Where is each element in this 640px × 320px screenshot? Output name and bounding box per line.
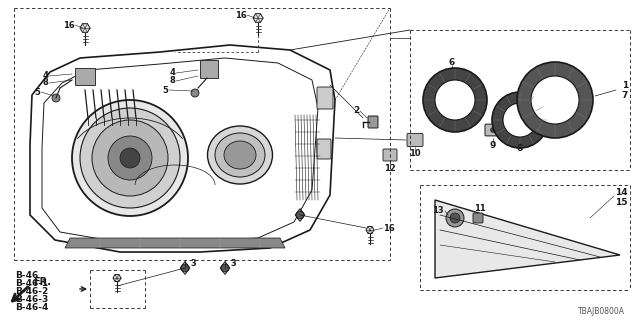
Polygon shape xyxy=(435,200,620,278)
Circle shape xyxy=(72,100,188,216)
FancyBboxPatch shape xyxy=(368,116,378,128)
FancyBboxPatch shape xyxy=(383,149,397,161)
Text: 5: 5 xyxy=(162,85,168,94)
Polygon shape xyxy=(80,24,90,32)
Circle shape xyxy=(191,89,199,97)
Circle shape xyxy=(80,108,180,208)
Text: 2: 2 xyxy=(354,106,360,115)
Circle shape xyxy=(446,209,464,227)
Text: TBAJB0800A: TBAJB0800A xyxy=(578,308,625,316)
Text: 11: 11 xyxy=(474,204,486,212)
Text: 4: 4 xyxy=(169,68,175,76)
FancyBboxPatch shape xyxy=(317,139,331,159)
Text: 6: 6 xyxy=(517,143,523,153)
Text: 8: 8 xyxy=(169,76,175,84)
Text: 3: 3 xyxy=(190,259,196,268)
Text: 13: 13 xyxy=(433,205,444,214)
Text: 6: 6 xyxy=(449,58,455,67)
Text: 14: 14 xyxy=(616,188,628,196)
Text: 10: 10 xyxy=(409,148,421,157)
Circle shape xyxy=(52,94,60,102)
Ellipse shape xyxy=(207,126,273,184)
Circle shape xyxy=(517,62,593,138)
Polygon shape xyxy=(75,68,95,85)
Polygon shape xyxy=(200,60,218,78)
Circle shape xyxy=(490,128,495,132)
Text: 16: 16 xyxy=(383,223,395,233)
Text: 1: 1 xyxy=(621,81,628,90)
Circle shape xyxy=(92,120,168,196)
Circle shape xyxy=(423,68,487,132)
Circle shape xyxy=(296,211,304,219)
Circle shape xyxy=(450,213,460,223)
Text: 12: 12 xyxy=(384,164,396,172)
Polygon shape xyxy=(366,227,374,234)
Text: B-46-1: B-46-1 xyxy=(15,278,48,287)
Text: 15: 15 xyxy=(616,197,628,206)
Polygon shape xyxy=(65,238,285,248)
Text: 16: 16 xyxy=(236,11,247,20)
Circle shape xyxy=(181,264,189,272)
Text: B-46-3: B-46-3 xyxy=(15,294,48,303)
Circle shape xyxy=(531,76,579,124)
FancyBboxPatch shape xyxy=(407,133,423,147)
Text: 5: 5 xyxy=(34,87,40,97)
Ellipse shape xyxy=(215,133,265,177)
Circle shape xyxy=(120,148,140,168)
Ellipse shape xyxy=(224,141,256,169)
Text: 3: 3 xyxy=(230,259,236,268)
Polygon shape xyxy=(253,14,263,22)
Circle shape xyxy=(221,264,229,272)
Text: B-46-2: B-46-2 xyxy=(15,286,48,295)
FancyBboxPatch shape xyxy=(485,124,501,136)
Text: 8: 8 xyxy=(42,77,48,86)
Circle shape xyxy=(435,80,475,120)
Text: B-46: B-46 xyxy=(15,270,38,279)
FancyBboxPatch shape xyxy=(317,87,333,109)
Text: 7: 7 xyxy=(621,91,628,100)
Text: 16: 16 xyxy=(63,20,75,29)
FancyBboxPatch shape xyxy=(473,213,483,223)
Circle shape xyxy=(503,103,537,137)
Text: B-46-4: B-46-4 xyxy=(15,302,49,311)
Text: FR.: FR. xyxy=(33,277,51,287)
Polygon shape xyxy=(113,275,121,282)
Text: 9: 9 xyxy=(490,140,496,149)
Circle shape xyxy=(108,136,152,180)
Text: 4: 4 xyxy=(42,70,48,79)
Circle shape xyxy=(492,92,548,148)
